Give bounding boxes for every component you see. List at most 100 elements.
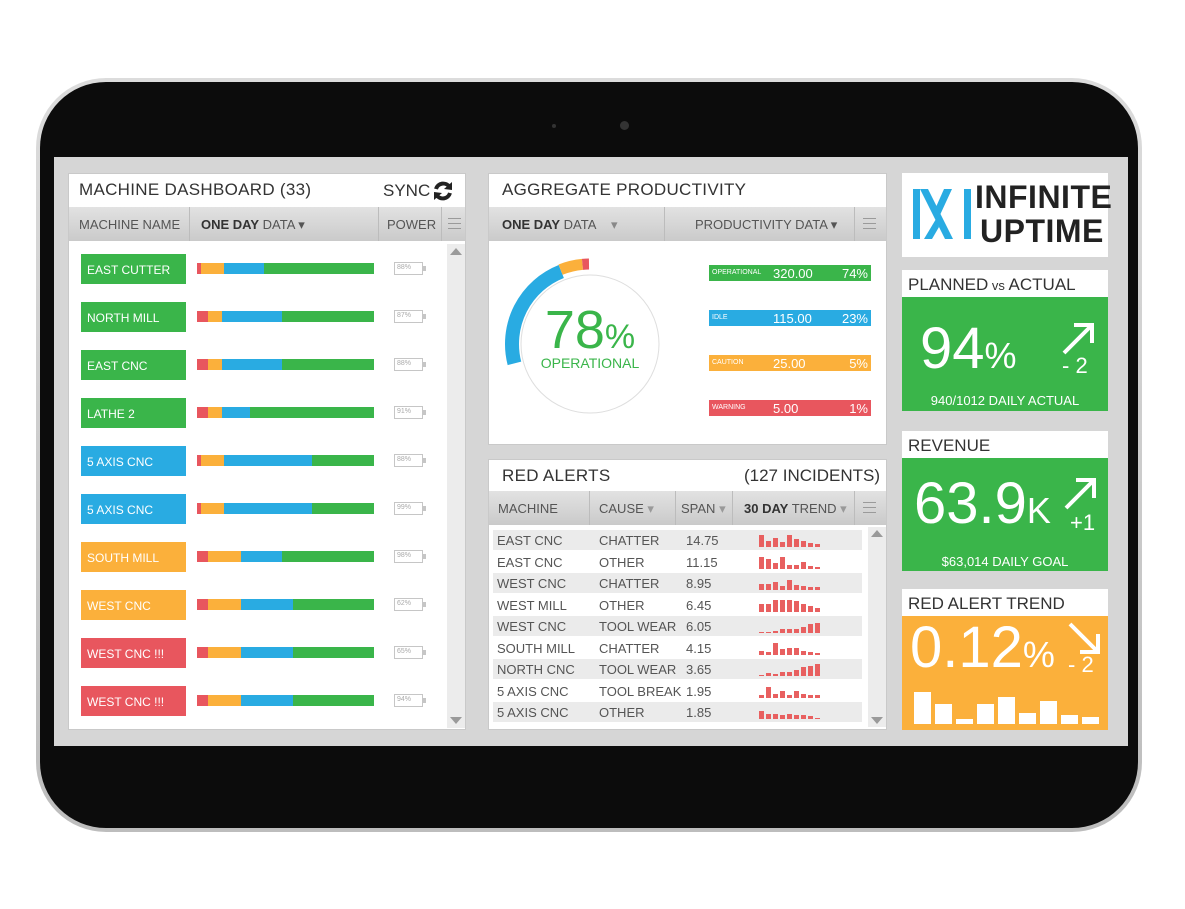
status-segment	[241, 695, 293, 706]
revenue-card[interactable]: REVENUE CALCULATION 63.9K +1 $63,014 DAI…	[902, 431, 1108, 571]
trend-bar	[787, 648, 792, 655]
machine-label[interactable]: WEST CNC !!!	[81, 638, 186, 668]
status-segment	[200, 263, 224, 274]
machine-scrollbar[interactable]	[447, 244, 465, 728]
alert-cause: OTHER	[599, 705, 645, 720]
logo-line-2: UPTIME	[980, 213, 1104, 249]
machine-label[interactable]: NORTH MILL	[81, 302, 186, 332]
trend-bar	[794, 601, 799, 612]
alert-machine: 5 AXIS CNC	[497, 705, 569, 720]
arrow-up-right-icon	[1064, 478, 1096, 510]
alert-span: 6.05	[686, 619, 712, 634]
battery-icon: 88%	[394, 262, 426, 275]
alert-row[interactable]: EAST CNC OTHER 11.15	[493, 551, 862, 572]
trend-bar	[815, 653, 820, 655]
trend-bar	[801, 562, 806, 569]
machine-label[interactable]: WEST CNC	[81, 590, 186, 620]
trend-bar	[815, 607, 820, 612]
infinite-uptime-logo-mark	[911, 183, 973, 245]
machine-label[interactable]: SOUTH MILL	[81, 542, 186, 572]
alert-row[interactable]: WEST MILL OTHER 6.45	[493, 594, 862, 615]
machine-label[interactable]: EAST CNC	[81, 350, 186, 380]
scroll-up-icon[interactable]	[871, 530, 883, 537]
scroll-down-icon[interactable]	[450, 717, 462, 724]
menu-icon[interactable]	[858, 207, 880, 241]
trend-bar	[773, 537, 778, 547]
red-alert-trend-bar	[1061, 715, 1078, 724]
status-segment	[221, 407, 251, 418]
red-alert-trend-change: - 2	[1068, 652, 1094, 677]
red-alerts-title: RED ALERTS	[502, 466, 611, 485]
trend-bar	[808, 606, 813, 612]
battery-icon: 94%	[394, 694, 426, 707]
logo: INFINITE UPTIME	[902, 173, 1112, 257]
status-segment	[197, 311, 208, 322]
trend-bar	[759, 603, 764, 612]
status-segment	[292, 695, 374, 706]
column-30-day-trend[interactable]: 30 DAY TREND ▾	[744, 501, 847, 516]
column-one-day-data[interactable]: ONE DAY DATA	[502, 217, 597, 232]
trend-bar	[801, 666, 806, 676]
red-alert-trend-value: 0.12%	[910, 615, 1055, 680]
alert-cause: CHATTER	[599, 533, 660, 548]
alert-trend-sparkline	[759, 556, 839, 569]
planned-vs-actual-card[interactable]: PLANNED vs ACTUAL 94% - 2 940/1012 DAILY…	[902, 270, 1108, 411]
chevron-down-icon[interactable]: ▾	[611, 217, 618, 232]
trend-bar	[801, 586, 806, 590]
column-one-day-data[interactable]: ONE DAY DATA ▾	[201, 217, 305, 232]
trend-bar	[808, 716, 813, 719]
machine-label[interactable]: 5 AXIS CNC	[81, 494, 186, 524]
machine-label[interactable]: LATHE 2	[81, 398, 186, 428]
column-productivity-data[interactable]: PRODUCTIVITY DATA ▾	[695, 217, 838, 232]
trend-bar	[773, 642, 778, 655]
trend-bar	[759, 711, 764, 719]
alert-trend-sparkline	[759, 620, 839, 633]
machine-label[interactable]: WEST CNC !!!	[81, 686, 186, 716]
alert-trend-sparkline	[759, 642, 839, 655]
battery-icon: 91%	[394, 406, 426, 419]
trend-bar	[787, 535, 792, 547]
column-power[interactable]: POWER	[387, 217, 437, 232]
trend-bar	[766, 687, 771, 698]
red-alert-trend-bar	[977, 704, 994, 724]
machine-label[interactable]: EAST CUTTER	[81, 254, 186, 284]
alert-row[interactable]: NORTH CNC TOOL WEAR 3.65	[493, 659, 862, 679]
scroll-down-icon[interactable]	[871, 717, 883, 724]
alerts-scrollbar[interactable]	[868, 527, 886, 727]
alert-row[interactable]: SOUTH MILL CHATTER 4.15	[493, 637, 862, 658]
productivity-label: WARNING	[712, 404, 746, 411]
status-segment	[264, 263, 374, 274]
scroll-up-icon[interactable]	[450, 248, 462, 255]
trend-bar	[801, 715, 806, 719]
productivity-percent: 23%	[841, 311, 868, 326]
trend-bar	[801, 650, 806, 655]
logo-line-1: INFINITE	[975, 179, 1113, 215]
machine-label[interactable]: 5 AXIS CNC	[81, 446, 186, 476]
red-alert-trend-card[interactable]: RED ALERT TREND 0.12% - 2	[902, 589, 1108, 730]
status-segment	[197, 503, 201, 514]
alert-machine: EAST CNC	[497, 533, 563, 548]
alert-row[interactable]: 5 AXIS CNC TOOL BREAK 1.95	[493, 680, 862, 701]
column-machine-name[interactable]: MACHINE NAME	[79, 217, 181, 232]
alert-row[interactable]: EAST CNC CHATTER 14.75	[493, 530, 862, 550]
column-machine[interactable]: MACHINE	[498, 501, 558, 516]
productivity-row: CAUTION 25.00 5%	[709, 355, 871, 371]
alert-row[interactable]: 5 AXIS CNC OTHER 1.85	[493, 702, 862, 722]
column-span[interactable]: SPAN ▾	[681, 501, 726, 516]
revenue-title: REVENUE CALCULATION	[902, 431, 1108, 475]
trend-bar	[780, 672, 785, 676]
status-segment	[223, 263, 265, 274]
menu-icon[interactable]	[443, 207, 465, 241]
machine-status-bar	[197, 407, 374, 418]
status-segment	[207, 551, 242, 562]
status-segment	[197, 695, 208, 706]
sync-button[interactable]: SYNC	[379, 179, 459, 203]
alert-row[interactable]: WEST CNC TOOL WEAR 6.05	[493, 616, 862, 636]
menu-icon[interactable]	[858, 491, 880, 525]
column-cause[interactable]: CAUSE ▾	[599, 501, 654, 516]
trend-bar	[787, 564, 792, 569]
alert-row[interactable]: WEST CNC CHATTER 8.95	[493, 573, 862, 593]
trend-bar	[808, 694, 813, 698]
trend-bar	[787, 694, 792, 698]
trend-bar	[759, 556, 764, 569]
